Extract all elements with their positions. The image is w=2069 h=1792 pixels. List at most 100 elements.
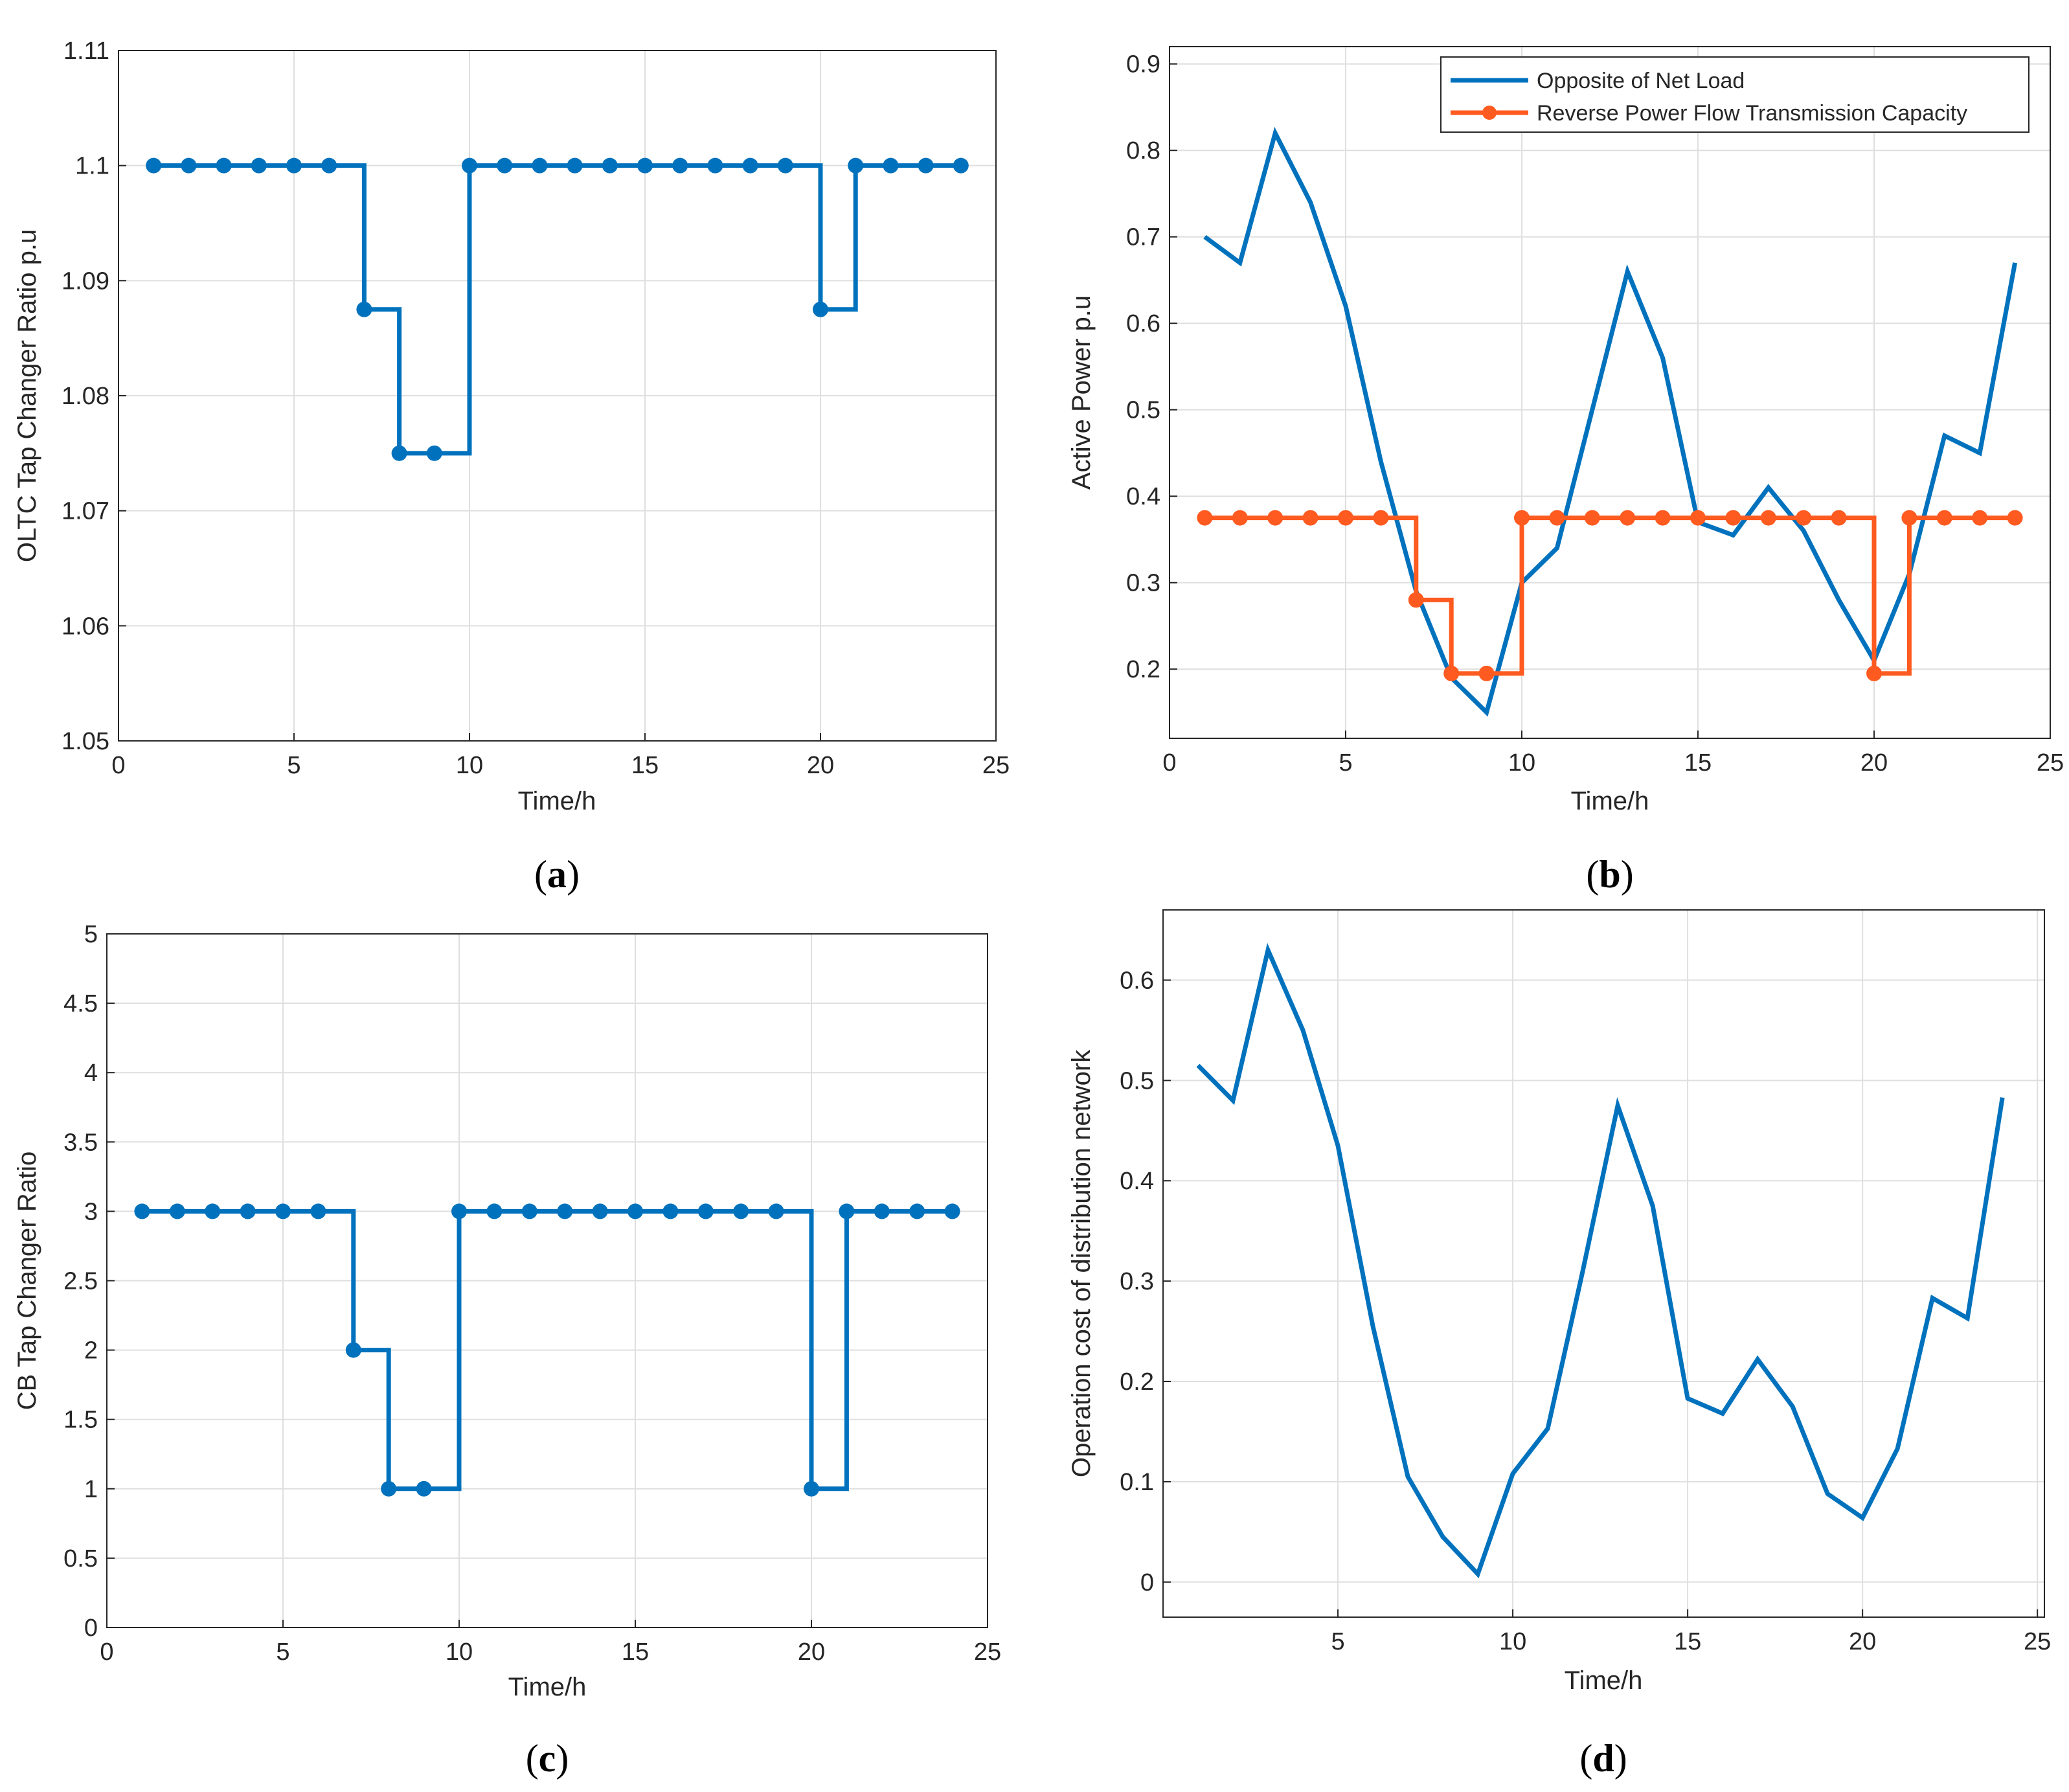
series-line-b-0	[1203, 126, 2018, 717]
data-point	[602, 157, 618, 174]
data-point	[169, 1203, 185, 1219]
y-tick-label: 3.5	[63, 1129, 98, 1156]
data-point	[697, 1203, 714, 1219]
chart-a: 0 5 10 15 20 25 1.05 1.06 1.07 1.08 1.09 1.1 1.11 Ti…	[13, 38, 1010, 896]
chart-b-grid	[1169, 47, 2051, 738]
data-point	[451, 1203, 467, 1219]
data-point	[532, 157, 548, 174]
chart-b-xlabel: Time/h	[1571, 787, 1649, 815]
x-tick-label: 20	[1860, 749, 1888, 777]
legend-box	[1440, 56, 2029, 133]
data-point	[839, 1203, 855, 1219]
chart-a-marks	[146, 157, 969, 461]
chart-d-panel-label: (d)	[1579, 1737, 1627, 1780]
data-point	[1443, 665, 1460, 681]
data-point	[1901, 510, 1917, 526]
chart-a-ticks: 0 5 10 15 20 25 1.05 1.06 1.07 1.08 1.09 1.1 1.11	[62, 38, 1010, 779]
chart-b-plot-frame	[1169, 46, 2051, 739]
data-point	[1549, 510, 1565, 526]
x-tick-label: 10	[1508, 749, 1535, 777]
data-point	[874, 1203, 890, 1219]
data-point	[497, 157, 513, 174]
chart-b: 0 5 10 15 20 25 0.2 0.3 0.4 0.5 0.6 0.7 0.8 0.9 Time/…	[1067, 46, 2064, 896]
chart-d-xlabel: Time/h	[1565, 1666, 1643, 1695]
data-point	[733, 1203, 749, 1219]
y-tick-label: 4	[84, 1060, 98, 1087]
x-tick-label: 20	[1849, 1628, 1876, 1655]
legend-entry-net-load: Opposite of Net Load	[1537, 69, 1745, 93]
x-tick-label: 25	[2037, 749, 2064, 777]
y-tick-label: 0.6	[1126, 310, 1160, 337]
chart-c-xlabel: Time/h	[508, 1673, 587, 1701]
x-tick-label: 10	[1499, 1628, 1526, 1655]
data-point	[1197, 510, 1213, 526]
data-point	[381, 1480, 397, 1497]
y-tick-label: 5	[84, 921, 98, 948]
chart-b-panel-letter: b	[1599, 853, 1620, 896]
y-tick-label: 1	[84, 1476, 98, 1503]
x-tick-label: 5	[287, 752, 300, 779]
x-tick-label: 0	[100, 1639, 113, 1666]
data-point	[953, 157, 969, 174]
data-point	[804, 1480, 819, 1497]
y-tick-label: 0.5	[63, 1545, 98, 1572]
data-point	[2007, 510, 2023, 526]
data-point	[1796, 510, 1812, 526]
data-point	[321, 157, 337, 174]
data-point	[416, 1480, 432, 1497]
data-point	[216, 157, 232, 174]
chart-a-grid	[118, 50, 997, 742]
data-point	[1936, 510, 1952, 526]
series-line-a-0	[153, 163, 961, 456]
x-tick-label: 15	[1674, 1628, 1701, 1655]
y-tick-label: 1.05	[62, 728, 109, 755]
chart-c-marks	[134, 1203, 960, 1497]
data-point	[1655, 510, 1671, 526]
x-tick-label: 5	[276, 1639, 289, 1666]
x-tick-label: 10	[456, 752, 483, 779]
data-point	[592, 1203, 608, 1219]
data-point	[1831, 510, 1847, 526]
y-tick-label: 0.2	[1120, 1368, 1154, 1396]
x-tick-label: 15	[1684, 749, 1712, 777]
data-point	[567, 157, 583, 174]
chart-d-panel-letter: d	[1592, 1737, 1614, 1780]
data-point	[486, 1203, 503, 1219]
chart-c-ticks: 0 5 10 15 20 25 0 0.5 1 1.5 2 2.5 3 3.5 4 4.5 5	[63, 921, 1001, 1666]
data-point	[345, 1342, 361, 1358]
x-tick-label: 25	[982, 752, 1010, 779]
chart-a-panel-label: (a)	[534, 853, 580, 896]
y-tick-label: 0.8	[1126, 137, 1160, 164]
chart-b-ticks: 0 5 10 15 20 25 0.2 0.3 0.4 0.5 0.6 0.7 0.8 0.9	[1126, 51, 2064, 777]
y-tick-label: 1.09	[62, 267, 109, 295]
chart-c-panel-letter: c	[539, 1737, 556, 1780]
chart-a-xlabel: Time/h	[518, 787, 596, 815]
y-tick-label: 0.6	[1120, 967, 1154, 994]
data-point	[768, 1203, 784, 1219]
data-point	[944, 1203, 960, 1219]
data-point	[310, 1203, 326, 1219]
y-tick-label: 1.08	[62, 383, 109, 410]
chart-c: 0 5 10 15 20 25 0 0.5 1 1.5 2 2.5 3 3.5 4 4.5 5 Time/h C…	[13, 921, 1001, 1780]
data-point	[1725, 510, 1741, 526]
data-point	[813, 301, 828, 317]
data-point	[1866, 665, 1882, 681]
y-tick-label: 0.4	[1126, 483, 1160, 510]
data-point	[918, 157, 934, 174]
series-line-b-1	[1204, 516, 2015, 676]
chart-d-plot-frame	[1162, 909, 2045, 1618]
data-point	[1972, 510, 1988, 526]
data-point	[426, 445, 442, 461]
chart-c-grid	[106, 933, 988, 1628]
chart-b-panel-label: (b)	[1586, 853, 1633, 896]
x-tick-label: 20	[798, 1639, 825, 1666]
data-point	[1760, 510, 1776, 526]
y-tick-label: 1.5	[63, 1407, 98, 1434]
chart-b-ylabel: Active Power p.u	[1067, 295, 1096, 490]
x-tick-label: 5	[1339, 749, 1352, 777]
data-point	[672, 157, 688, 174]
legend-marker-capacity	[1482, 106, 1497, 120]
data-point	[662, 1203, 679, 1219]
y-tick-label: 0.4	[1120, 1168, 1154, 1195]
